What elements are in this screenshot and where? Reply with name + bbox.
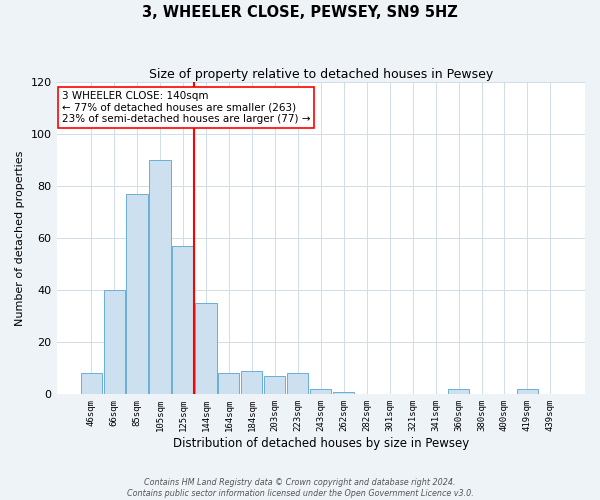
Bar bbox=[104, 290, 125, 395]
Bar bbox=[310, 389, 331, 394]
Bar bbox=[149, 160, 170, 394]
Bar bbox=[517, 389, 538, 394]
Bar bbox=[287, 374, 308, 394]
Bar bbox=[264, 376, 286, 394]
Text: 3 WHEELER CLOSE: 140sqm
← 77% of detached houses are smaller (263)
23% of semi-d: 3 WHEELER CLOSE: 140sqm ← 77% of detache… bbox=[62, 91, 310, 124]
Bar bbox=[241, 371, 262, 394]
X-axis label: Distribution of detached houses by size in Pewsey: Distribution of detached houses by size … bbox=[173, 437, 469, 450]
Bar bbox=[127, 194, 148, 394]
Text: Contains HM Land Registry data © Crown copyright and database right 2024.
Contai: Contains HM Land Registry data © Crown c… bbox=[127, 478, 473, 498]
Text: 3, WHEELER CLOSE, PEWSEY, SN9 5HZ: 3, WHEELER CLOSE, PEWSEY, SN9 5HZ bbox=[142, 5, 458, 20]
Bar bbox=[172, 246, 194, 394]
Y-axis label: Number of detached properties: Number of detached properties bbox=[15, 150, 25, 326]
Bar bbox=[218, 374, 239, 394]
Title: Size of property relative to detached houses in Pewsey: Size of property relative to detached ho… bbox=[149, 68, 493, 80]
Bar bbox=[196, 303, 217, 394]
Bar bbox=[448, 389, 469, 394]
Bar bbox=[333, 392, 354, 394]
Bar bbox=[80, 374, 101, 394]
